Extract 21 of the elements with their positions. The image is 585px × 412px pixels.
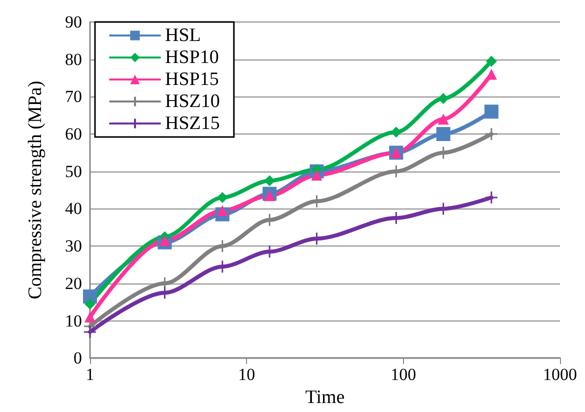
y-tick-label: 40 [65,199,82,218]
y-tick-label: 10 [65,311,82,330]
y-axis-title: Compressive strength (MPa) [25,80,46,300]
x-axis-title: Time [305,387,345,408]
y-tick-label: 80 [65,50,82,69]
y-tick-label: 60 [65,124,82,144]
y-tick-label: 30 [65,236,82,256]
y-tick-label: 70 [65,87,82,106]
legend-label: HSL [165,25,201,46]
y-tick-label: 90 [65,12,82,32]
x-tick-label: 1000 [543,365,577,384]
x-tick-label: 1 [86,365,94,384]
y-tick-label: 50 [65,162,82,181]
x-tick-label: 10 [238,365,256,384]
legend-label: HSP10 [165,47,219,68]
legend-label: HSZ10 [165,91,220,112]
legend-label: HSZ15 [165,113,220,134]
y-tick-label: 20 [65,274,82,293]
y-tick-label: 0 [74,348,82,368]
x-tick-label: 100 [390,365,416,384]
legend-label: HSP15 [165,69,219,90]
